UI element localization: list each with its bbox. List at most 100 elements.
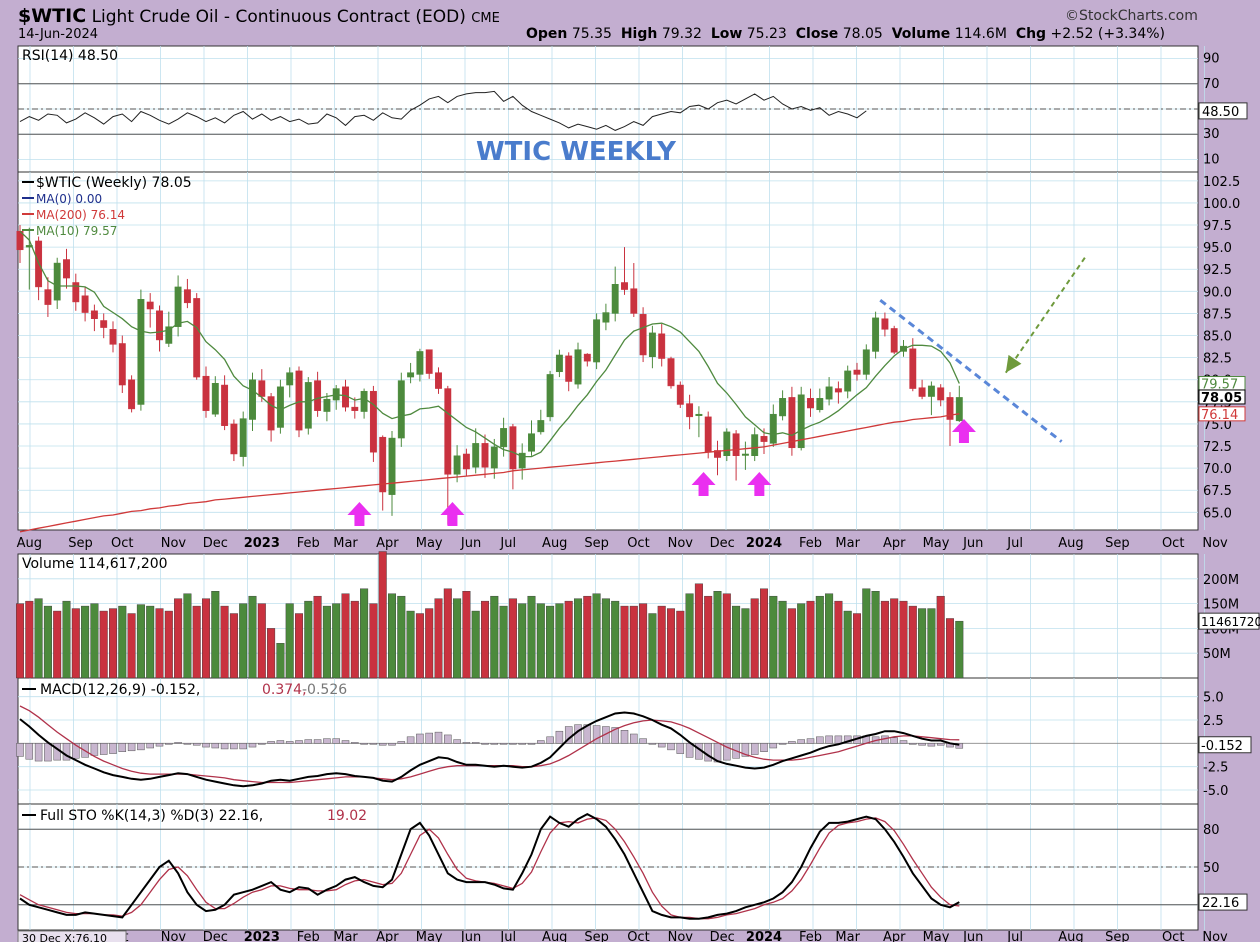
macd-histogram-bar	[816, 736, 824, 744]
sto-k-line	[19, 812, 960, 920]
volume-bar	[760, 588, 769, 679]
bottom-x-axis-label: Jun	[460, 930, 481, 942]
macd-legend-histogram: -0.526	[302, 682, 347, 698]
candle-body	[714, 450, 721, 458]
volume-tick-label: 50M	[1203, 647, 1231, 662]
volume-bar	[229, 613, 238, 679]
price-legend-entry: MA(200) 76.14	[36, 208, 125, 222]
candle-body	[732, 433, 740, 456]
macd-histogram-bar	[769, 743, 778, 749]
x-axis-label: Mar	[333, 536, 358, 551]
macd-line	[19, 711, 960, 788]
candle-body	[397, 380, 405, 439]
volume-bar	[434, 598, 443, 679]
source-credit[interactable]: ©StockCharts.com	[1065, 8, 1198, 24]
macd-tick-label: 2.5	[1203, 714, 1224, 729]
volume-bar	[927, 608, 936, 679]
volume-bar	[313, 595, 322, 679]
volume-value-label: 114617200	[1201, 615, 1260, 629]
ticker-symbol: $WTIC	[18, 5, 87, 27]
candle-body	[211, 383, 219, 415]
volume-bar	[946, 618, 955, 679]
candle-body	[295, 370, 303, 431]
macd-histogram-bar	[155, 743, 164, 747]
volume-bar	[732, 605, 741, 679]
volume-value-tag	[1198, 612, 1260, 630]
macd-histogram-bar	[825, 735, 833, 744]
volume-bar	[778, 600, 787, 679]
bottom-x-axis-label: Jul	[499, 930, 516, 942]
volume-bar	[174, 598, 183, 679]
macd-histogram-bar	[620, 730, 629, 744]
x-axis-label: Sep	[1105, 536, 1130, 551]
macd-histogram-bar	[750, 743, 759, 755]
chart-date: 14-Jun-2024	[18, 27, 99, 42]
bottom-x-axis-label: Aug	[542, 930, 567, 942]
price-tick-label: 67.5	[1203, 484, 1232, 499]
candle-body	[509, 426, 517, 470]
support-up-arrow-icon	[747, 472, 772, 496]
open-label: Open	[526, 26, 568, 42]
volume-bar	[471, 610, 480, 679]
volume-bar	[211, 591, 220, 679]
macd-histogram-bar	[72, 743, 80, 759]
bottom-x-axis-label: Mar	[835, 930, 860, 942]
price-value-tag	[1198, 389, 1246, 405]
volume-bar	[332, 603, 341, 679]
candle-body	[351, 406, 359, 411]
candle-body	[872, 317, 880, 352]
candle-body	[202, 375, 210, 411]
open-value: 75.35	[571, 26, 612, 42]
volume-bar	[955, 620, 964, 679]
x-axis-label: Sep	[584, 536, 609, 551]
candle-body	[797, 394, 805, 449]
macd-histogram-bar	[388, 743, 396, 746]
candle-body	[416, 351, 424, 375]
volume-bar	[834, 600, 843, 679]
candle-body	[565, 355, 573, 382]
volume-bar	[620, 605, 629, 679]
ma10-line	[19, 230, 960, 458]
candle-body	[267, 396, 275, 431]
candle-body	[379, 436, 387, 493]
x-axis-label: May	[923, 536, 950, 551]
macd-histogram-bar	[592, 725, 601, 744]
candle-body	[118, 343, 126, 386]
macd-histogram-bar	[304, 739, 313, 744]
price-tick-label: 87.5	[1203, 307, 1232, 322]
volume-bar	[322, 605, 331, 679]
x-axis-label: Jun	[962, 536, 983, 551]
macd-histogram-bar	[351, 742, 359, 744]
candle-body	[834, 388, 842, 393]
price-tick-label: 82.5	[1203, 352, 1232, 367]
candle-body	[927, 385, 935, 397]
candle-body	[425, 349, 433, 374]
candle-body	[472, 443, 480, 468]
macd-value-tag	[1198, 736, 1252, 754]
volume-bar	[704, 595, 713, 679]
macd-histogram-bar	[741, 743, 750, 757]
volume-bar	[257, 603, 266, 679]
price-tick-label: 65.0	[1203, 506, 1232, 521]
rsi-line	[19, 90, 867, 131]
volume-bar	[555, 603, 564, 679]
volume-bar	[527, 595, 536, 679]
macd-histogram-bar	[899, 740, 908, 744]
candle-body	[137, 299, 145, 405]
macd-tick-label: -5.0	[1203, 784, 1228, 799]
volume-legend: Volume 114,617,200	[22, 556, 168, 572]
candle-body	[81, 295, 89, 313]
candle-body	[462, 453, 470, 470]
volume-bar	[694, 583, 703, 679]
rsi-legend: RSI(14) 48.50	[22, 48, 118, 64]
rsi-value-tag	[1198, 102, 1248, 120]
price-tick-label: 70.0	[1203, 462, 1232, 477]
rsi-tick-label: 10	[1203, 152, 1220, 167]
x-axis-label: Feb	[297, 536, 320, 551]
price-value-tag	[1198, 406, 1246, 422]
bottom-x-axis-label: Jul	[1006, 930, 1023, 942]
candle-body	[574, 349, 582, 385]
price-tick-label: 75.0	[1203, 418, 1232, 433]
volume-bar	[806, 600, 815, 679]
